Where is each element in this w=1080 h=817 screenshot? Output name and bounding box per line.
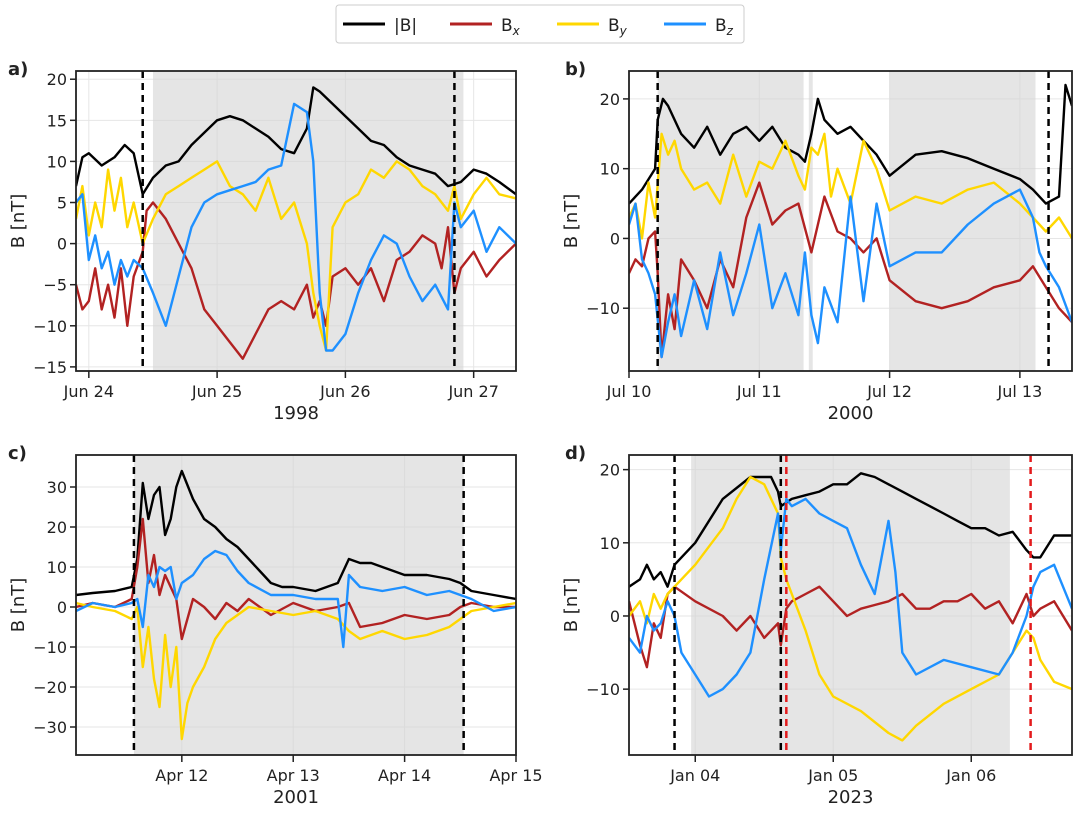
y-tick-label: 0 bbox=[57, 598, 67, 617]
panel-label: b) bbox=[565, 59, 586, 80]
x-tick-label: Jul 11 bbox=[736, 382, 782, 401]
y-tick-label: 10 bbox=[47, 558, 67, 577]
series-line-by bbox=[76, 160, 516, 352]
series-line-by bbox=[629, 132, 1072, 240]
y-tick-label: 30 bbox=[47, 478, 67, 497]
y-tick-label: 10 bbox=[600, 534, 620, 553]
x-tick-label: Jul 13 bbox=[997, 382, 1043, 401]
y-tick-label: −20 bbox=[33, 678, 67, 697]
x-tick-label: Apr 12 bbox=[155, 766, 208, 785]
panel-b: −10 0 10 20 Jul 10 Jul 11 Jul 12 Jul 13 2000 B [n… bbox=[561, 59, 1073, 424]
panel-label: a) bbox=[8, 59, 28, 80]
y-tick-label: −10 bbox=[586, 299, 620, 318]
y-axis-label: B [nT] bbox=[561, 194, 582, 249]
y-tick-label: 20 bbox=[600, 90, 620, 109]
y-tick-label: 5 bbox=[57, 194, 67, 213]
legend: |B| Bx By Bz bbox=[335, 4, 745, 44]
series-line-bz bbox=[76, 102, 516, 352]
x-tick-label: Jun 24 bbox=[63, 382, 114, 401]
series-line-bx bbox=[76, 517, 516, 641]
y-tick-label: −5 bbox=[43, 276, 67, 295]
shaded-interval bbox=[691, 455, 1010, 755]
series-line-bx bbox=[629, 181, 1072, 359]
y-tick-label: 10 bbox=[600, 160, 620, 179]
x-tick-label: Jun 27 bbox=[447, 382, 498, 401]
series-line-bx bbox=[76, 201, 516, 360]
x-tick-label: Jun 26 bbox=[319, 382, 370, 401]
x-tick-label: Apr 13 bbox=[267, 766, 320, 785]
y-tick-label: −30 bbox=[33, 718, 67, 737]
axes-frame bbox=[628, 70, 1073, 372]
x-axis-label: 1998 bbox=[273, 403, 319, 424]
x-tick-label: Jan 06 bbox=[945, 766, 996, 785]
y-tick-label: 0 bbox=[57, 235, 67, 254]
legend-label-bz: Bz bbox=[715, 16, 734, 38]
shaded-interval bbox=[657, 71, 804, 371]
x-tick-label: Jul 12 bbox=[866, 382, 912, 401]
x-tick-label: Jul 10 bbox=[606, 382, 652, 401]
panel-a: −15 −10 −5 0 5 10 15 20 Jun 24 Jun 25 Jun 26 Jun 27… bbox=[8, 59, 517, 424]
x-tick-label: Apr 14 bbox=[378, 766, 431, 785]
series-line-b bbox=[629, 472, 1072, 588]
axes-frame bbox=[75, 70, 517, 372]
x-tick-label: Jan 04 bbox=[669, 766, 720, 785]
y-tick-label: 20 bbox=[47, 70, 67, 89]
y-tick-label: 0 bbox=[610, 607, 620, 626]
series-line-b bbox=[76, 86, 516, 196]
legend-label-by: By bbox=[608, 16, 628, 38]
series-line-b bbox=[629, 83, 1072, 205]
x-axis-label: 2023 bbox=[828, 787, 874, 808]
shaded-interval bbox=[889, 71, 1036, 371]
y-tick-label: −15 bbox=[33, 358, 67, 377]
x-axis-label: 2001 bbox=[273, 787, 319, 808]
x-tick-label: Jun 25 bbox=[191, 382, 242, 401]
series-line-bz bbox=[629, 188, 1072, 359]
legend-frame bbox=[335, 4, 745, 44]
panel-c: −30 −20 −10 0 10 20 30 Apr 12 Apr 13 Apr 14 Apr 15… bbox=[8, 443, 543, 808]
y-tick-label: −10 bbox=[33, 638, 67, 657]
x-axis-label: 2000 bbox=[828, 403, 874, 424]
y-tick-label: 0 bbox=[610, 229, 620, 248]
series-line-by bbox=[76, 601, 516, 741]
axes-frame bbox=[628, 454, 1073, 756]
y-axis-label: B [nT] bbox=[561, 578, 582, 633]
y-tick-label: 10 bbox=[47, 152, 67, 171]
series-line-b bbox=[76, 469, 516, 601]
x-tick-label: Jan 05 bbox=[807, 766, 858, 785]
legend-label-bx: Bx bbox=[501, 16, 521, 38]
y-tick-label: 20 bbox=[47, 518, 67, 537]
panel-label: c) bbox=[8, 443, 27, 464]
y-tick-label: 15 bbox=[47, 111, 67, 130]
y-axis-label: B [nT] bbox=[8, 194, 29, 249]
x-tick-label: Apr 15 bbox=[489, 766, 542, 785]
y-tick-label: −10 bbox=[33, 317, 67, 336]
y-tick-label: −10 bbox=[586, 680, 620, 699]
y-tick-label: 20 bbox=[600, 461, 620, 480]
panel-d: −10 0 10 20 Jan 04 Jan 05 Jan 06 2023 B [nT] d) bbox=[561, 443, 1073, 808]
y-axis-label: B [nT] bbox=[8, 578, 29, 633]
shaded-interval bbox=[808, 71, 813, 371]
panel-label: d) bbox=[565, 443, 586, 464]
legend-label-b: |B| bbox=[394, 16, 417, 36]
series-line-bz bbox=[76, 549, 516, 649]
axes-frame bbox=[75, 454, 517, 756]
